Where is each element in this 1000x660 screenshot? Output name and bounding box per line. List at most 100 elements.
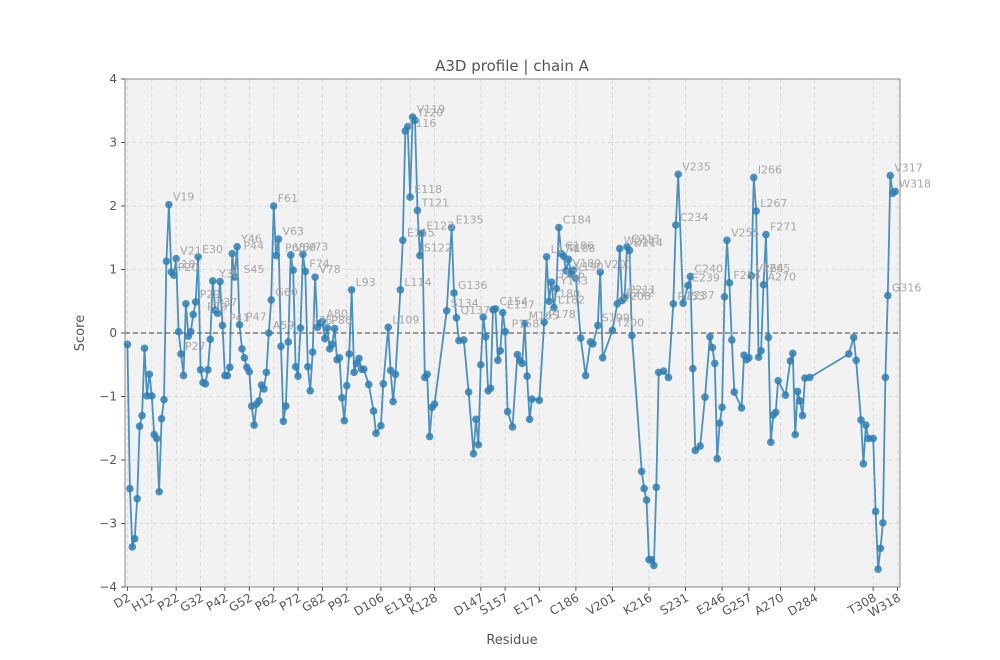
data-point <box>793 387 802 396</box>
data-point <box>525 415 534 424</box>
data-point <box>762 230 770 239</box>
residue-label: V21 <box>180 245 202 258</box>
y-tick-label: 3 <box>109 136 117 150</box>
data-point <box>786 357 795 365</box>
residue-label: L182 <box>558 294 585 307</box>
data-point <box>204 366 212 374</box>
data-point <box>884 291 892 300</box>
residue-label: P37 <box>217 296 238 309</box>
data-point <box>710 359 719 368</box>
data-point <box>845 350 853 358</box>
data-point <box>360 365 368 373</box>
residue-label: G176 <box>555 268 585 281</box>
data-point <box>260 385 268 393</box>
residue-label: P47 <box>246 311 267 324</box>
residue-label: F254 <box>733 269 760 282</box>
data-point <box>759 280 768 289</box>
data-point <box>472 415 480 424</box>
residue-label: I120 <box>419 106 443 119</box>
data-point <box>269 202 278 210</box>
residue-label: S122 <box>424 242 452 255</box>
data-point <box>679 299 687 307</box>
data-point <box>157 414 166 423</box>
data-point <box>389 397 397 406</box>
data-point <box>501 327 509 336</box>
residue-label: L93 <box>356 276 376 289</box>
residue-label: F74 <box>309 257 329 270</box>
residue-label: D214 <box>633 236 662 249</box>
data-point <box>598 353 607 362</box>
data-point <box>442 306 451 315</box>
data-point <box>589 339 597 348</box>
data-point <box>486 384 495 393</box>
data-point <box>581 371 590 380</box>
data-point <box>747 272 756 280</box>
data-point <box>194 252 202 261</box>
residue-label: Q208 <box>621 290 651 303</box>
data-point <box>876 544 885 553</box>
residue-label: E135 <box>456 214 484 227</box>
data-point <box>857 416 865 424</box>
data-point <box>187 327 195 336</box>
residue-label: P27 <box>185 340 206 353</box>
residue-label: S45 <box>244 263 265 276</box>
residue-label: V78 <box>319 263 341 276</box>
data-point <box>608 326 617 335</box>
data-point <box>874 565 882 574</box>
data-point <box>418 229 427 238</box>
data-point <box>369 407 378 415</box>
data-point <box>508 423 517 431</box>
data-point <box>774 376 782 385</box>
data-point <box>196 366 205 374</box>
residue-label: E157 <box>507 299 535 312</box>
y-tick-label: 0 <box>109 326 117 340</box>
data-point <box>135 422 144 431</box>
residue-label: V201 <box>604 258 633 271</box>
residue-label: C240 <box>694 262 723 275</box>
y-tick-label: 4 <box>109 72 117 86</box>
residue-label: P29 <box>207 301 228 314</box>
x-tick-label: P92 <box>326 590 352 613</box>
residue-label: E30 <box>202 243 223 256</box>
data-point <box>299 250 307 259</box>
data-point <box>691 446 700 455</box>
data-point <box>162 257 171 266</box>
residue-label: T188 <box>567 242 596 255</box>
data-point <box>350 368 358 377</box>
data-point <box>301 267 310 276</box>
residue-label: A80 <box>326 308 348 321</box>
y-tick-label: −2 <box>99 453 117 467</box>
data-point <box>647 555 656 564</box>
data-point <box>459 336 468 344</box>
data-point <box>328 340 336 349</box>
data-point <box>264 329 273 337</box>
data-point <box>720 293 729 301</box>
data-point <box>289 266 297 274</box>
data-point <box>491 305 500 313</box>
data-point <box>423 370 432 379</box>
residue-label: E239 <box>692 271 720 284</box>
data-point <box>425 432 434 441</box>
data-point <box>593 321 602 330</box>
residue-label: A59 <box>273 319 295 332</box>
data-point <box>345 350 354 358</box>
data-point <box>596 268 605 276</box>
data-point <box>201 380 210 388</box>
data-point <box>754 353 763 361</box>
data-point <box>788 349 797 358</box>
data-point <box>347 286 356 294</box>
data-point <box>267 296 276 304</box>
residue-label: P44 <box>244 240 265 253</box>
x-tick-label: G32 <box>178 590 206 614</box>
data-point <box>498 308 507 317</box>
data-point <box>503 407 512 416</box>
residue-label: P237 <box>687 289 715 302</box>
data-point <box>659 367 668 375</box>
data-point <box>306 386 315 395</box>
data-point <box>308 348 317 356</box>
data-point <box>452 313 461 322</box>
data-point <box>723 236 731 245</box>
residue-label: V264 <box>755 262 784 275</box>
data-point <box>128 543 137 551</box>
